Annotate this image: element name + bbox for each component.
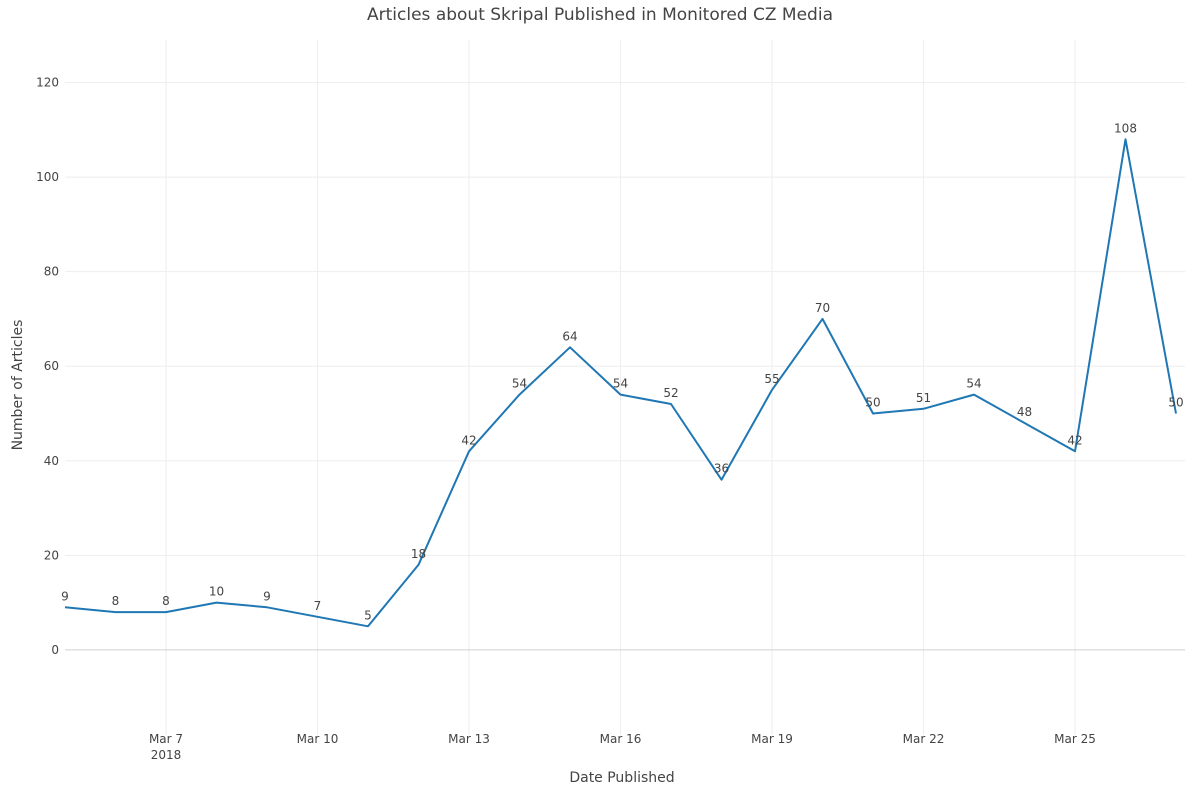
x-tick-label: Mar 10 [297,732,339,746]
x-tick-label: Mar 16 [600,732,642,746]
data-label: 9 [263,589,271,603]
data-label: 42 [461,433,476,447]
y-tick-label: 40 [44,454,59,468]
data-label: 70 [815,301,830,315]
data-label: 51 [916,391,931,405]
x-tick-label: Mar 7 [149,732,183,746]
x-axis-title: Date Published [569,770,674,786]
y-tick-label: 0 [51,643,59,657]
data-label: 48 [1017,405,1032,419]
data-label: 8 [162,594,170,608]
data-label: 50 [1168,396,1183,410]
data-label: 7 [314,599,322,613]
data-label: 54 [966,377,981,391]
x-tick-label: Mar 13 [448,732,490,746]
series-layer [64,138,1177,628]
chart-title: Articles about Skripal Published in Moni… [367,5,833,25]
data-label: 8 [112,594,120,608]
x-tick-label: Mar 25 [1054,732,1096,746]
data-label: 52 [663,386,678,400]
data-labels-layer: 9 8 8 10 9 7 5 18 42 54 64 54 52 36 55 70 50 51 54 48 42 108 5… [61,121,1183,622]
y-axis-title: Number of Articles [10,320,26,451]
data-label: 18 [411,547,426,561]
y-tick-label: 20 [44,548,59,562]
y-axis-ticks: 0 20 40 60 80 100 120 [36,76,59,657]
x-tick-label: Mar 22 [903,732,945,746]
y-tick-label: 120 [36,76,59,90]
y-tick-label: 100 [36,170,59,184]
data-label: 54 [613,377,628,391]
data-label: 108 [1114,121,1137,135]
data-label: 5 [364,608,372,622]
data-label: 42 [1067,433,1082,447]
data-label: 50 [865,396,880,410]
series-line [64,138,1177,628]
data-label: 64 [562,329,577,343]
data-label: 36 [714,462,729,476]
y-tick-label: 60 [44,359,59,373]
grid-layer [65,40,1185,735]
x-tick-label: Mar 19 [751,732,793,746]
data-label: 10 [209,585,224,599]
data-label: 9 [61,589,69,603]
x-axis-ticks: Mar 7 2018 Mar 10 Mar 13 Mar 16 Mar 19 Mar 22 M… [149,732,1096,762]
x-tick-sublabel: 2018 [151,748,182,762]
data-label: 54 [512,377,527,391]
data-label: 55 [764,372,779,386]
y-tick-label: 80 [44,265,59,279]
